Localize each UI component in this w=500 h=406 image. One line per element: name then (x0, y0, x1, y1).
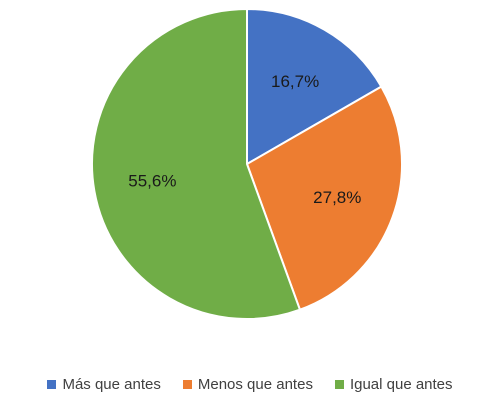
data-label-menos-que-antes: 27,8% (313, 188, 361, 207)
pie-slice-mas-que-antes (246, 7, 383, 166)
legend-swatch-menos-que-antes (182, 380, 192, 389)
pie-slice-menos-que-antes (245, 85, 403, 311)
data-label-mas-que-antes: 16,7% (271, 72, 319, 91)
legend-label-mas-que-antes: Más que antes (62, 376, 161, 393)
legend-label-igual-que-antes: Igual que antes (349, 376, 453, 393)
pie-plot: 16,7% 27,8% 55,6% (91, 7, 403, 320)
legend-label-menos-que-antes: Menos que antes (197, 376, 313, 393)
pie-slice-igual-que-antes (91, 7, 302, 320)
legend-item-igual-que-antes: Igual que antes (334, 376, 453, 393)
legend-swatch-mas-que-antes (47, 380, 57, 389)
legend-item-mas-que-antes: Más que antes (47, 376, 161, 393)
data-label-igual-que-antes: 55,6% (128, 172, 176, 191)
legend-swatch-igual-que-antes (334, 380, 344, 389)
legend: Más que antes Menos que antes Igual que … (0, 376, 500, 393)
legend-item-menos-que-antes: Menos que antes (182, 376, 313, 393)
